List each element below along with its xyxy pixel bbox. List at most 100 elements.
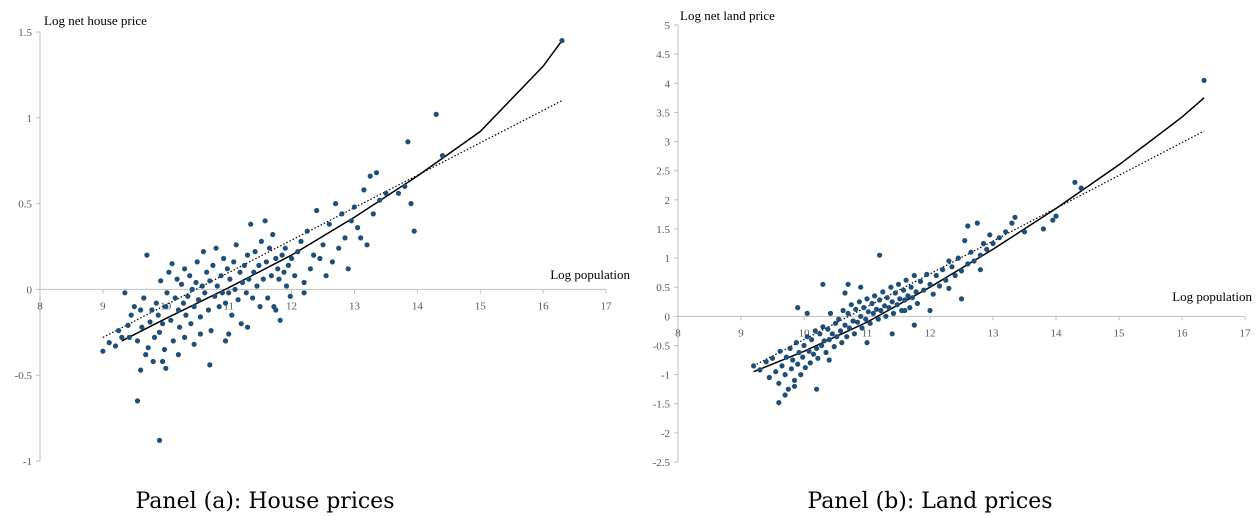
panel-a-data-point [161, 346, 168, 353]
panel-b-y-tick-label: 0.5 [656, 282, 670, 294]
panel-a-data-point [295, 249, 301, 255]
panel-b-data-point [921, 287, 927, 293]
panel-b-data-point [889, 331, 895, 337]
panel-a-data-point [131, 304, 137, 310]
panel-a-data-point [195, 297, 202, 303]
panel-a-data-point [156, 329, 163, 335]
panel-b-data-point [798, 372, 804, 378]
panel-a-data-point [155, 312, 161, 318]
panel-a-data-point [149, 307, 155, 313]
panel-a-data-point [156, 437, 163, 443]
panel-a-data-point [361, 187, 367, 193]
panel-a-data-point [402, 183, 408, 189]
panel-b-y-tick-label: -2.5 [653, 457, 671, 469]
panel-a-data-point [326, 221, 332, 227]
panel-a-data-point [237, 269, 243, 275]
panel-a-data-point [208, 328, 214, 334]
panel-b-data-point [864, 340, 870, 346]
panel-b-data-point [1040, 226, 1046, 232]
panel-a-data-point [138, 307, 144, 313]
panel-b-data-point [902, 307, 908, 314]
panel-a-data-point [559, 38, 565, 44]
panel-a-data-point [226, 331, 232, 337]
panel-a-data-point [191, 341, 197, 347]
panel-a-data-point [185, 293, 191, 299]
panel-b-data-point [888, 284, 894, 290]
panel-b-data-point [809, 337, 815, 343]
panel-a-data-point [277, 317, 283, 323]
panel-a-data-point [314, 207, 320, 214]
panel-a-data-point [147, 319, 153, 325]
panel-a-data-point [151, 334, 158, 340]
panel-a-data-point [439, 153, 446, 159]
panel-a-data-point [256, 262, 262, 268]
panel-b-data-point [962, 238, 968, 244]
panel-a-data-point [197, 314, 203, 320]
panel-b-x-tick-label: 10 [799, 327, 811, 339]
panel-a-data-point [265, 295, 271, 301]
panel-a-data-point [139, 324, 145, 330]
panel-a-x-tick-label: 8 [37, 300, 43, 312]
panel-a-data-point [260, 276, 266, 282]
panel-b-data-point [796, 349, 802, 356]
panel-a-data-point [252, 249, 258, 255]
panel-b-data-point [877, 297, 883, 303]
panel-b-x-tick-label: 13 [988, 327, 1000, 339]
panel-b-data-point [971, 258, 977, 264]
panel-b-data-point [940, 267, 946, 273]
panel-a-linear-fit-line [102, 100, 563, 338]
panel-a-data-point [304, 228, 310, 234]
panel-b-data-point [990, 240, 996, 247]
panel-a-data-point [174, 276, 180, 282]
panel-b-data-point [832, 320, 839, 326]
panel-b-data-point [790, 357, 796, 363]
panel-a-data-point [138, 367, 144, 373]
panel-a-data-point [169, 261, 175, 267]
panel-a-data-point [158, 278, 164, 284]
panel-a-data-point [411, 228, 417, 234]
panel-b-data-point [1053, 213, 1059, 219]
panel-b-data-point [861, 305, 867, 311]
panel-a-data-point [216, 304, 222, 310]
panel-a-x-tick-label: 12 [286, 300, 297, 312]
panel-a-data-point [258, 238, 264, 244]
panel-b-data-point [788, 366, 795, 372]
panel-a-data-point [377, 197, 383, 203]
panel-a-data-point [222, 300, 229, 306]
panel-b-data-point [858, 313, 864, 319]
panel-a-data-point [150, 358, 156, 365]
panel-b-data-point [958, 296, 965, 302]
panel-a-data-point [182, 334, 188, 340]
panel-b-data-point [831, 344, 837, 350]
panel-a-data-point [323, 273, 329, 279]
panel-a-data-point [342, 235, 348, 241]
panel-b-data-point [927, 281, 933, 287]
panel-b-data-point [814, 386, 820, 392]
panel-b-data-point [853, 306, 859, 312]
panel-b-data-point [943, 277, 949, 283]
panel-a-data-point [182, 266, 188, 272]
panel-a-data-point [257, 304, 263, 310]
panel-a-data-point [227, 276, 233, 282]
panel-a-y-tick-label: 0.5 [18, 199, 32, 211]
panel-a-data-point [270, 231, 276, 238]
panel-a-data-point [263, 259, 269, 265]
panel-a-data-point [243, 290, 249, 296]
panel-b-data-point [933, 272, 939, 279]
panel-b-data-point [800, 354, 806, 360]
panel-b-chart: -2.5 -2 -1.5 -1 -0.5 0 0.5 1 1.5 2 2.5 3 3.5 4 4.5 5 8 9 1… [653, 8, 1253, 469]
panel-b-data-point [779, 363, 785, 369]
panel-a-data-point [345, 266, 351, 272]
panel-b-y-tick-label: -0.5 [653, 340, 671, 352]
panel-b-data-point [911, 272, 917, 279]
panel-b-data-point [819, 342, 825, 349]
panel-a-y-tick-label: -0.5 [15, 370, 33, 382]
panel-a-data-point [106, 340, 112, 346]
panel-a-y-tick-label: 1.5 [18, 27, 32, 39]
panel-a-data-point [239, 279, 246, 286]
panel-b-data-point [856, 299, 863, 305]
panel-b-data-point [776, 400, 782, 406]
panel-a-data-point [116, 328, 122, 334]
panel-a-data-point [221, 255, 227, 262]
